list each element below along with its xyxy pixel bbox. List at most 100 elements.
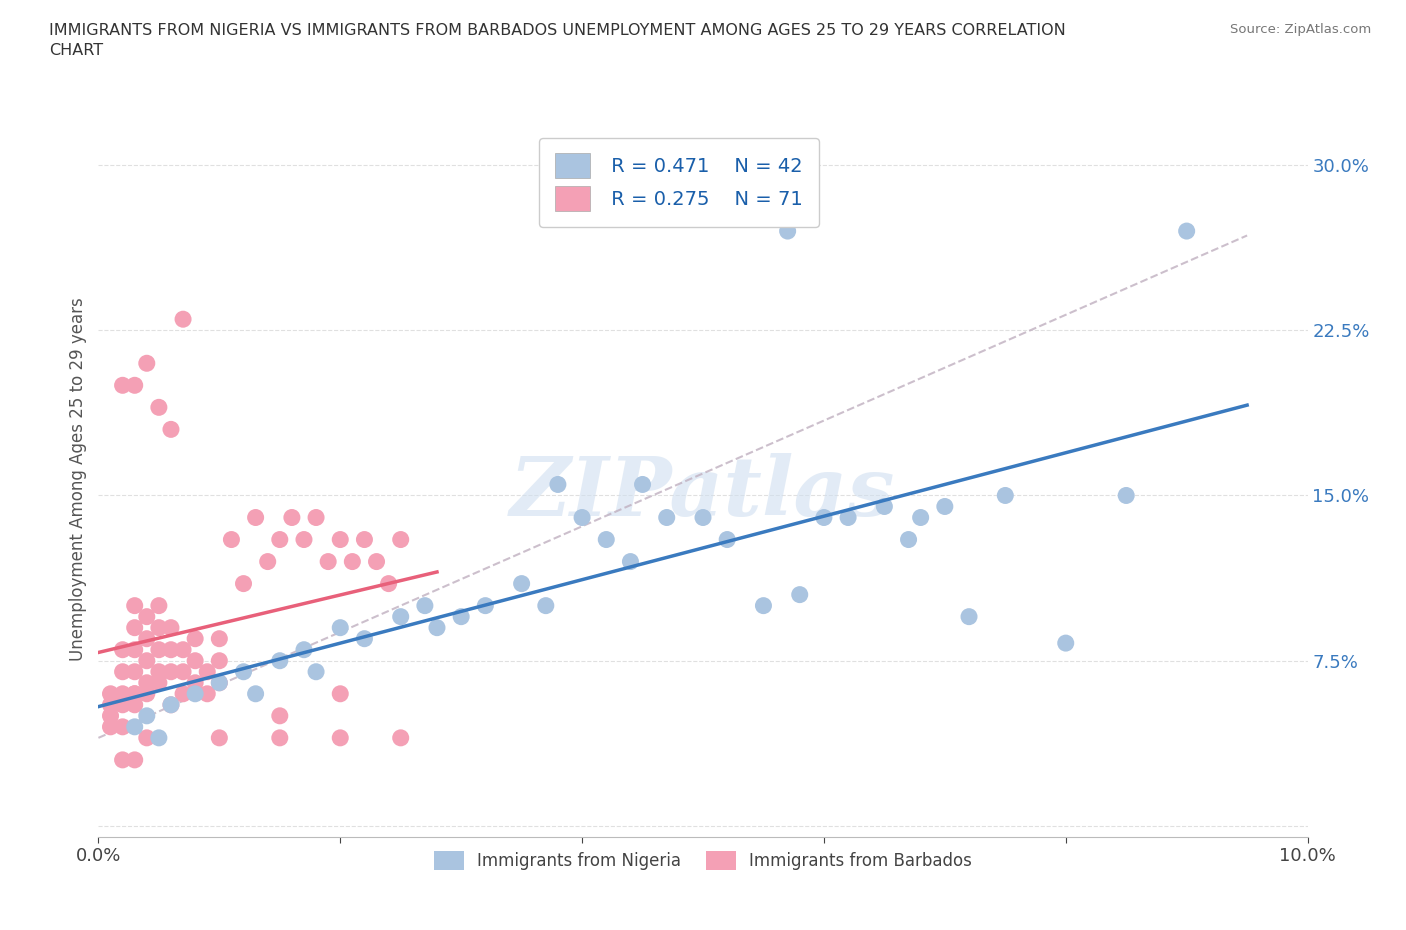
Point <box>160 643 183 658</box>
Point <box>292 643 315 658</box>
Point <box>281 510 304 525</box>
Point <box>172 312 194 326</box>
Point <box>389 532 412 547</box>
Point <box>353 532 375 547</box>
Point <box>184 686 207 701</box>
Point <box>124 686 146 701</box>
Point <box>135 631 157 646</box>
Point <box>450 609 472 624</box>
Point <box>329 730 352 745</box>
Point <box>124 686 146 701</box>
Point <box>100 686 122 701</box>
Point <box>292 532 315 547</box>
Point <box>934 499 956 514</box>
Point <box>100 720 122 735</box>
Point <box>329 686 352 701</box>
Point <box>135 675 157 690</box>
Point <box>148 664 170 679</box>
Point <box>124 620 146 635</box>
Point <box>510 577 533 591</box>
Point <box>813 510 835 525</box>
Point <box>135 730 157 745</box>
Point <box>329 620 352 635</box>
Point <box>124 752 146 767</box>
Point <box>124 698 146 712</box>
Point <box>184 675 207 690</box>
Point <box>111 378 134 392</box>
Legend: Immigrants from Nigeria, Immigrants from Barbados: Immigrants from Nigeria, Immigrants from… <box>426 843 980 879</box>
Point <box>100 709 122 724</box>
Point <box>148 675 170 690</box>
Point <box>111 752 134 767</box>
Point <box>873 499 896 514</box>
Point <box>232 577 254 591</box>
Point <box>716 532 738 547</box>
Point <box>1054 636 1077 651</box>
Point <box>474 598 496 613</box>
Point <box>135 609 157 624</box>
Point <box>208 631 231 646</box>
Point <box>897 532 920 547</box>
Point <box>1175 223 1198 238</box>
Point <box>389 609 412 624</box>
Point <box>148 730 170 745</box>
Point <box>619 554 641 569</box>
Point <box>329 532 352 547</box>
Point <box>655 510 678 525</box>
Text: ZIPatlas: ZIPatlas <box>510 453 896 533</box>
Point <box>184 631 207 646</box>
Point <box>413 598 436 613</box>
Point <box>789 587 811 602</box>
Point <box>111 686 134 701</box>
Point <box>208 675 231 690</box>
Point <box>366 554 388 569</box>
Point <box>426 620 449 635</box>
Y-axis label: Unemployment Among Ages 25 to 29 years: Unemployment Among Ages 25 to 29 years <box>69 297 87 661</box>
Point <box>124 598 146 613</box>
Point <box>305 510 328 525</box>
Point <box>232 664 254 679</box>
Point <box>172 686 194 701</box>
Point <box>571 510 593 525</box>
Point <box>100 698 122 712</box>
Point <box>631 477 654 492</box>
Point <box>256 554 278 569</box>
Point <box>692 510 714 525</box>
Point <box>124 378 146 392</box>
Point <box>269 653 291 668</box>
Point <box>184 653 207 668</box>
Point <box>160 620 183 635</box>
Text: Source: ZipAtlas.com: Source: ZipAtlas.com <box>1230 23 1371 36</box>
Point <box>353 631 375 646</box>
Point <box>148 400 170 415</box>
Point <box>595 532 617 547</box>
Point <box>245 686 267 701</box>
Point <box>837 510 859 525</box>
Point <box>208 653 231 668</box>
Point <box>752 598 775 613</box>
Point <box>547 477 569 492</box>
Point <box>124 720 146 735</box>
Point <box>534 598 557 613</box>
Point <box>111 698 134 712</box>
Point <box>208 675 231 690</box>
Point <box>160 698 183 712</box>
Point <box>316 554 339 569</box>
Point <box>172 643 194 658</box>
Point <box>124 664 146 679</box>
Point <box>221 532 243 547</box>
Point <box>160 664 183 679</box>
Point <box>111 643 134 658</box>
Point <box>135 653 157 668</box>
Point <box>111 664 134 679</box>
Point <box>135 356 157 371</box>
Point <box>994 488 1017 503</box>
Point <box>148 620 170 635</box>
Point <box>148 643 170 658</box>
Point <box>208 730 231 745</box>
Point <box>269 532 291 547</box>
Point <box>124 643 146 658</box>
Point <box>342 554 364 569</box>
Point <box>195 686 218 701</box>
Point <box>160 698 183 712</box>
